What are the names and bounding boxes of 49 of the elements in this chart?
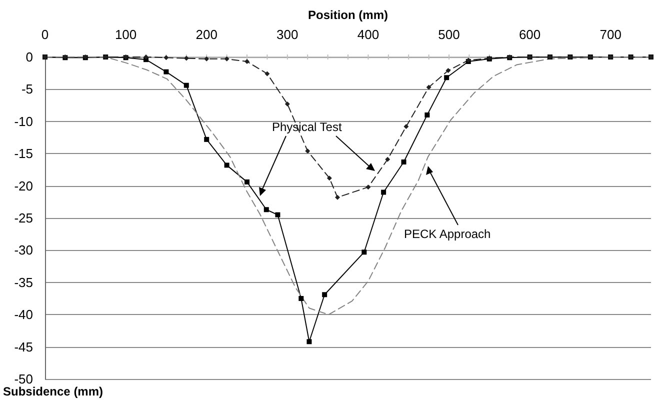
y-tick-label: -50 bbox=[14, 372, 33, 386]
annotation: Physical Test bbox=[272, 120, 342, 134]
x-tick-label: 500 bbox=[438, 27, 460, 42]
point bbox=[244, 179, 250, 184]
point bbox=[264, 71, 270, 76]
y-tick-label: -5 bbox=[21, 82, 33, 97]
y-tick-label: -40 bbox=[14, 307, 33, 322]
point bbox=[362, 250, 367, 255]
point bbox=[305, 148, 310, 154]
point bbox=[424, 112, 430, 118]
y-axis-title: Subsidence (mm) bbox=[3, 384, 104, 398]
point bbox=[426, 84, 432, 90]
x-tick-label: 200 bbox=[196, 27, 218, 42]
point bbox=[284, 102, 290, 107]
x-axis-title: Position (mm) bbox=[308, 8, 388, 22]
annotation: PECK Approach bbox=[404, 227, 491, 241]
point bbox=[444, 75, 450, 80]
point bbox=[366, 184, 371, 190]
point bbox=[264, 207, 269, 212]
y-tick-label: -25 bbox=[14, 210, 33, 226]
x-tick-label: 300 bbox=[276, 27, 298, 42]
y-tick-label: -10 bbox=[14, 114, 33, 129]
point bbox=[204, 136, 210, 142]
point bbox=[244, 59, 250, 64]
point bbox=[385, 156, 390, 162]
point bbox=[275, 212, 280, 218]
point bbox=[322, 292, 328, 298]
y-tick-label: -20 bbox=[14, 178, 33, 194]
point bbox=[184, 82, 189, 88]
y-tick-label: -15 bbox=[14, 146, 33, 162]
x-tick-label: 100 bbox=[114, 27, 137, 42]
point bbox=[306, 339, 312, 344]
x-tick-label: 400 bbox=[357, 27, 380, 42]
point bbox=[381, 190, 386, 195]
point bbox=[224, 162, 230, 168]
y-tick-label: 0 bbox=[26, 50, 33, 64]
point bbox=[298, 296, 304, 301]
y-tick-label: -30 bbox=[14, 242, 33, 258]
point bbox=[164, 69, 169, 74]
point bbox=[404, 124, 409, 130]
point bbox=[446, 68, 451, 74]
x-tick-label: 700 bbox=[600, 27, 622, 42]
point bbox=[334, 194, 340, 200]
x-tick-label: 600 bbox=[518, 27, 541, 42]
point bbox=[326, 176, 332, 181]
x-tick-label: 0 bbox=[41, 27, 49, 42]
point bbox=[401, 159, 406, 164]
y-tick-label: -35 bbox=[14, 274, 33, 290]
y-tick-label: -45 bbox=[14, 339, 33, 354]
